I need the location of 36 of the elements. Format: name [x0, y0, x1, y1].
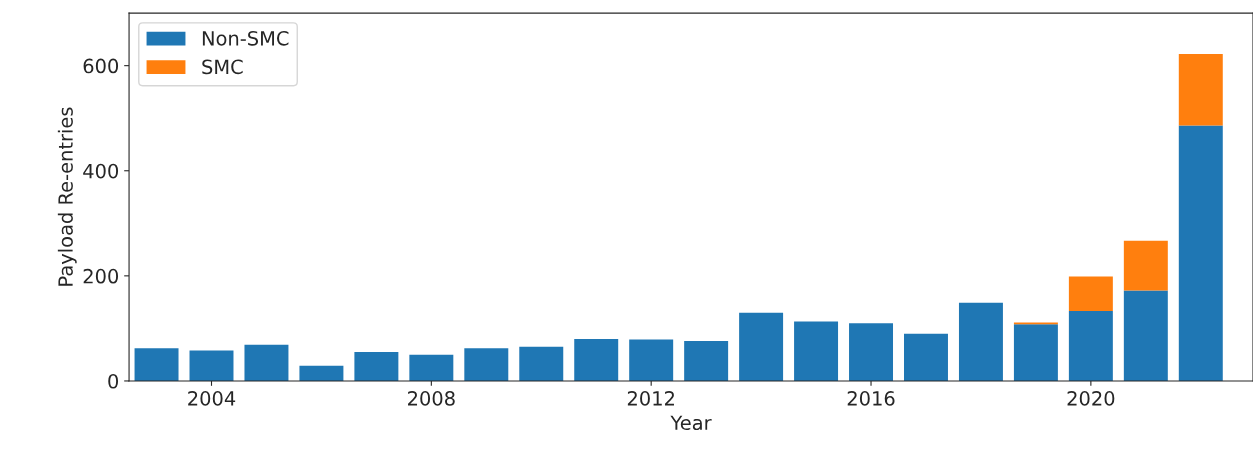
- y-tick-label: 200: [83, 268, 119, 284]
- bar: [244, 344, 289, 381]
- bar: [1123, 290, 1168, 381]
- bar: [958, 302, 1003, 381]
- bar: [904, 333, 948, 381]
- x-tick-label: 2008: [408, 391, 455, 406]
- bar: [739, 312, 784, 381]
- bar: [1013, 324, 1058, 381]
- y-tick-label: 400: [83, 163, 119, 179]
- x-tick-label: 2020: [1067, 391, 1115, 406]
- bar: [629, 339, 674, 381]
- x-tick-label: 2016: [847, 391, 895, 406]
- bar: [794, 321, 839, 381]
- bar: [574, 338, 619, 381]
- bar: [189, 350, 234, 381]
- bar: [684, 341, 729, 381]
- bar: [354, 352, 399, 381]
- bar: [849, 323, 894, 381]
- x-tick-label: 2012: [627, 391, 674, 406]
- bar: [519, 346, 564, 381]
- bar: [134, 348, 179, 381]
- bar: [1068, 276, 1113, 312]
- y-tick-label: 0: [108, 373, 119, 389]
- bar: [1123, 240, 1168, 291]
- y-tick-label: 600: [83, 58, 119, 74]
- bar: [409, 354, 454, 381]
- bar: [1178, 125, 1223, 381]
- bar: [464, 348, 509, 381]
- y-axis-title: Payload Re-entries: [57, 107, 77, 286]
- bar: [1068, 311, 1113, 381]
- bar: [299, 365, 344, 381]
- x-tick-label: 2004: [188, 391, 236, 406]
- bar: [1178, 54, 1223, 126]
- x-axis-title: Year: [670, 415, 712, 431]
- legend-label: SMC: [202, 59, 243, 75]
- legend-label: Non-SMC: [202, 30, 289, 46]
